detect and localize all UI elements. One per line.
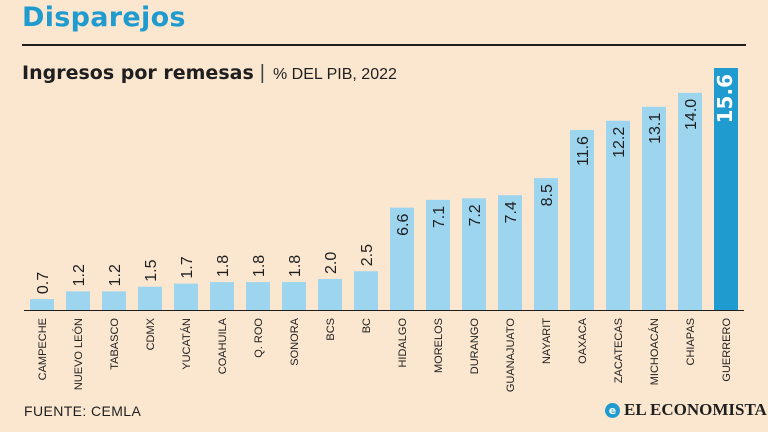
bar-17: [642, 106, 666, 311]
bar-9: [354, 271, 378, 310]
bar-3: [138, 286, 162, 310]
bar-1: [66, 291, 90, 310]
category-label-2: TABASCO: [109, 318, 121, 370]
title-divider: [22, 44, 746, 46]
value-label-5: 1.8: [215, 255, 232, 277]
category-label-3: CDMX: [145, 317, 157, 350]
value-label-11: 7.1: [431, 206, 448, 228]
subtitle-text: Ingresos por remesas: [22, 62, 254, 84]
value-label-16: 12.2: [611, 127, 628, 158]
value-label-1: 1.2: [71, 264, 88, 286]
value-label-6: 1.8: [251, 255, 268, 277]
bar-15: [570, 130, 594, 310]
bar-13: [498, 195, 522, 310]
brand-logo: e EL ECONOMISTA: [605, 400, 767, 420]
bar-8: [318, 278, 342, 310]
category-label-13: GUANAJUATO: [505, 318, 517, 393]
bar-14: [534, 178, 558, 310]
bar-0: [30, 299, 54, 310]
source-note: FUENTE: CEMLA: [24, 403, 142, 419]
value-label-7: 1.8: [287, 255, 304, 277]
value-label-10: 6.6: [395, 214, 412, 236]
category-label-15: OAXACA: [577, 317, 589, 364]
value-label-9: 2.5: [359, 244, 376, 266]
category-label-17: MICHOACÁN: [648, 318, 661, 385]
bar-16: [606, 120, 630, 310]
bar-11: [426, 199, 450, 310]
chart-title: Disparejos: [22, 2, 186, 33]
bar-10: [390, 207, 414, 310]
value-label-14: 8.5: [539, 184, 556, 206]
value-label-13: 7.4: [503, 201, 520, 223]
category-label-10: HIDALGO: [397, 318, 409, 368]
bar-12: [462, 198, 486, 310]
category-label-8: BCS: [325, 318, 337, 341]
brand-name: EL ECONOMISTA: [624, 400, 767, 419]
bar-7: [282, 282, 306, 310]
category-label-9: BC: [361, 318, 373, 333]
bar-19: [714, 68, 738, 310]
category-label-19: GUERRERO: [721, 318, 733, 382]
value-label-4: 1.7: [179, 256, 196, 278]
value-label-3: 1.5: [143, 259, 160, 281]
value-label-12: 7.2: [467, 204, 484, 226]
category-label-12: DURANGO: [469, 318, 481, 375]
bar-6: [246, 282, 270, 310]
brand-e-icon: e: [605, 402, 620, 418]
subtitle-separator: |: [259, 62, 265, 84]
category-label-16: ZACATECAS: [613, 318, 625, 383]
value-label-17: 13.1: [647, 113, 664, 144]
bar-2: [102, 291, 126, 310]
value-label-19: 15.6: [713, 74, 737, 123]
bar-5: [210, 282, 234, 310]
bar-18: [678, 92, 702, 310]
value-label-0: 0.7: [35, 272, 52, 294]
category-label-18: CHIAPAS: [685, 318, 697, 365]
value-label-2: 1.2: [107, 264, 124, 286]
category-label-1: NUEVO LEÓN: [72, 318, 85, 390]
category-label-14: NAYARIT: [541, 318, 553, 364]
chart-subtitle: Ingresos por remesas | % DEL PIB, 2022: [22, 62, 397, 85]
category-label-5: COAHUILA: [217, 317, 229, 374]
value-label-18: 14.0: [683, 99, 700, 130]
category-label-6: Q. ROO: [253, 318, 265, 358]
value-label-15: 11.6: [575, 136, 592, 166]
category-label-7: SONORA: [289, 317, 301, 365]
category-label-11: MORELOS: [433, 318, 445, 373]
unit-label: % DEL PIB, 2022: [272, 66, 397, 83]
category-label-0: CAMPECHE: [37, 318, 49, 380]
bar-4: [174, 283, 198, 310]
value-label-8: 2.0: [323, 252, 340, 274]
category-label-4: YUCATÁN: [180, 318, 193, 370]
